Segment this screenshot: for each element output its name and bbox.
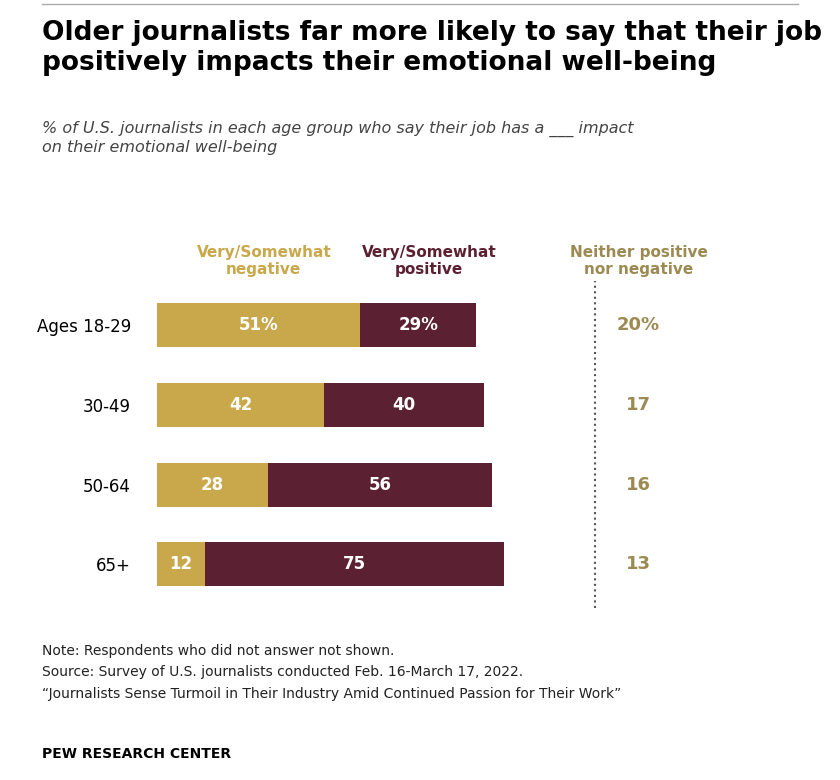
Text: Very/Somewhat
positive: Very/Somewhat positive	[362, 244, 496, 277]
Text: 42: 42	[229, 395, 252, 413]
Text: “Journalists Sense Turmoil in Their Industry Amid Continued Passion for Their Wo: “Journalists Sense Turmoil in Their Indu…	[42, 687, 622, 701]
Text: 17: 17	[626, 395, 651, 413]
Text: % of U.S. journalists in each age group who say their job has a ___ impact
on th: % of U.S. journalists in each age group …	[42, 121, 633, 154]
Text: 51%: 51%	[239, 316, 278, 334]
Bar	[157, 542, 205, 587]
Bar	[205, 542, 504, 587]
Text: Source: Survey of U.S. journalists conducted Feb. 16-March 17, 2022.: Source: Survey of U.S. journalists condu…	[42, 665, 523, 679]
Bar	[157, 383, 324, 427]
Text: 20%: 20%	[617, 316, 660, 334]
Text: 16: 16	[626, 476, 651, 494]
Text: Very/Somewhat
negative: Very/Somewhat negative	[197, 244, 331, 277]
Text: 12: 12	[169, 555, 192, 573]
Text: 13: 13	[626, 555, 651, 573]
Text: 28: 28	[201, 476, 224, 494]
Bar	[157, 303, 360, 347]
Text: Note: Respondents who did not answer not shown.: Note: Respondents who did not answer not…	[42, 644, 394, 658]
Text: 56: 56	[369, 476, 391, 494]
Bar	[269, 463, 492, 506]
Text: 29%: 29%	[398, 316, 438, 334]
Bar	[360, 303, 476, 347]
Text: PEW RESEARCH CENTER: PEW RESEARCH CENTER	[42, 746, 231, 760]
Text: Older journalists far more likely to say that their job
positively impacts their: Older journalists far more likely to say…	[42, 20, 822, 76]
Bar	[157, 463, 269, 506]
Text: 75: 75	[343, 555, 366, 573]
Text: Neither positive
nor negative: Neither positive nor negative	[570, 244, 707, 277]
Bar	[324, 383, 484, 427]
Text: 40: 40	[392, 395, 416, 413]
